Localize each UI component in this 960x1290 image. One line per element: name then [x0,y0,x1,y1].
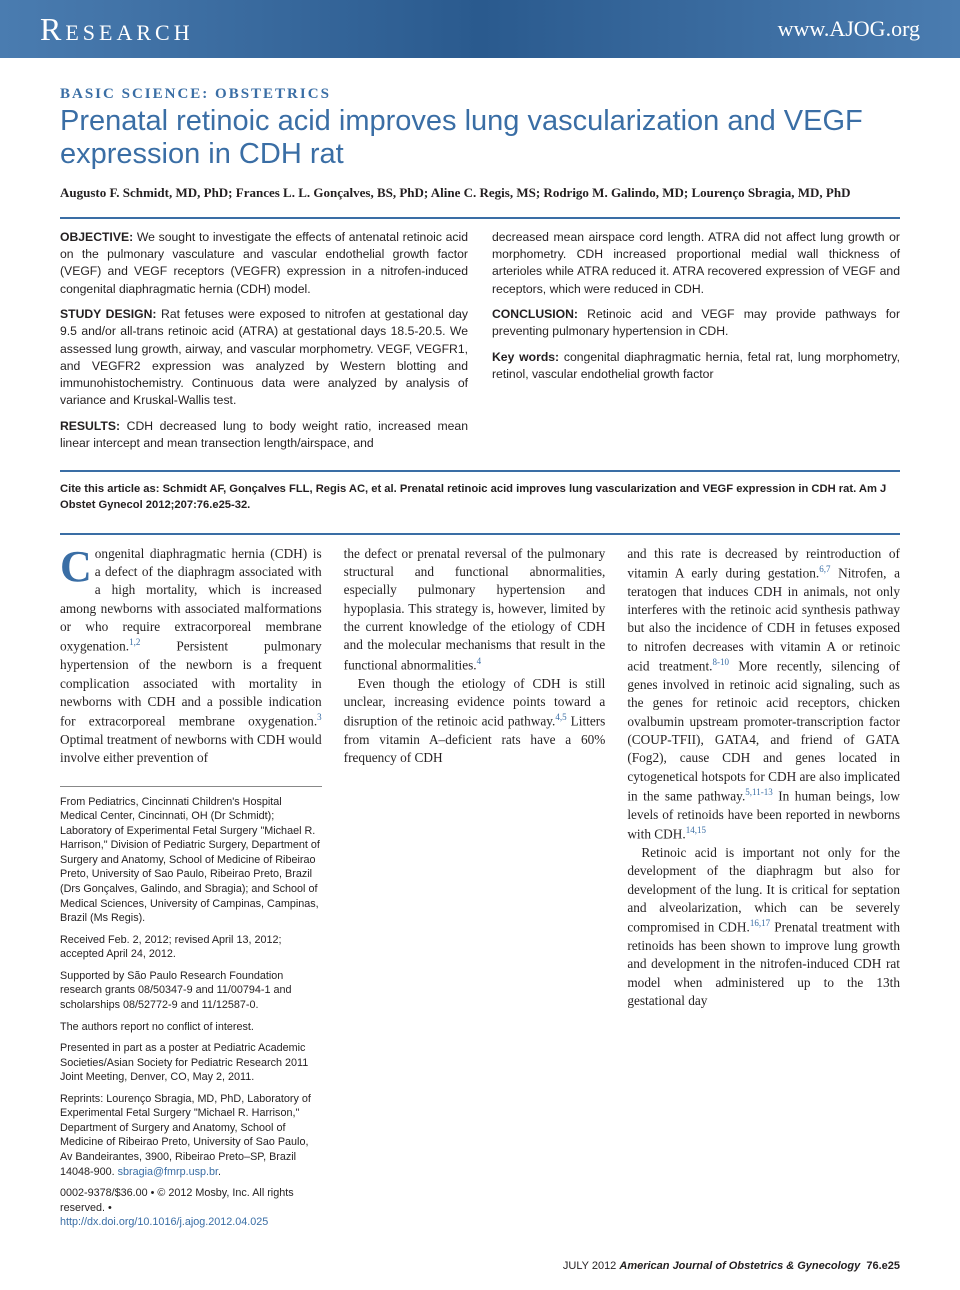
keywords-label: Key words: [492,350,559,364]
abstract-design: STUDY DESIGN: Rat fetuses were exposed t… [60,306,468,410]
body-col-1: Congenital diaphragmatic hernia (CDH) is… [60,545,322,768]
article-title: Prenatal retinoic acid improves lung vas… [60,105,900,172]
footer-journal: American Journal of Obstetrics & Gynecol… [619,1260,860,1272]
ref-5-11-13[interactable]: 5,11-13 [745,787,772,797]
dropcap: C [60,545,95,585]
body-col-1-wrapper: Congenital diaphragmatic hernia (CDH) is… [60,545,322,1237]
abstract-results-part2: decreased mean airspace cord length. ATR… [492,229,900,298]
affil-dates: Received Feb. 2, 2012; revised April 13,… [60,933,322,962]
ref-1-2[interactable]: 1,2 [129,637,140,647]
body-4c: More recently, silencing of genes involv… [627,659,900,804]
affil-copyright-text: 0002-9378/$36.00 • © 2012 Mosby, Inc. Al… [60,1187,294,1214]
citation: Cite this article as: Schmidt AF, Gonçal… [60,482,900,512]
footer: JULY 2012 American Journal of Obstetrics… [563,1260,900,1272]
abstract-col-left: OBJECTIVE: We sought to investigate the … [60,229,468,461]
body-col-2: the defect or prenatal reversal of the p… [344,545,606,1237]
footer-page: 76.e25 [866,1260,900,1272]
affil-doi[interactable]: http://dx.doi.org/10.1016/j.ajog.2012.04… [60,1216,268,1228]
affil-copyright: 0002-9378/$36.00 • © 2012 Mosby, Inc. Al… [60,1186,322,1230]
ref-4[interactable]: 4 [477,656,482,666]
rule-top [60,217,900,219]
affil-reprints: Reprints: Lourenço Sbragia, MD, PhD, Lab… [60,1092,322,1179]
header-url[interactable]: www.AJOG.org [778,16,920,42]
results-text: CDH decreased lung to body weight ratio,… [60,419,468,450]
body-left-pair: Congenital diaphragmatic hernia (CDH) is… [60,545,605,1237]
affiliations-box: From Pediatrics, Cincinnati Children's H… [60,786,322,1230]
authors: Augusto F. Schmidt, MD, PhD; Frances L. … [60,184,900,203]
body-columns: Congenital diaphragmatic hernia (CDH) is… [60,545,900,1237]
ref-14-15[interactable]: 14,15 [686,825,706,835]
design-label: STUDY DESIGN: [60,307,156,321]
rule-bottom [60,533,900,535]
body-col-3: and this rate is decreased by reintroduc… [627,545,900,1237]
abstract-objective: OBJECTIVE: We sought to investigate the … [60,229,468,298]
body-2a: the defect or prenatal reversal of the p… [344,546,606,672]
rule-mid [60,470,900,472]
body-para-2: the defect or prenatal reversal of the p… [344,545,606,675]
page: Research www.AJOG.org BASIC SCIENCE: OBS… [0,0,960,1290]
ref-6-7[interactable]: 6,7 [819,564,830,574]
body-para-4: and this rate is decreased by reintroduc… [627,545,900,844]
abstract-keywords: Key words: congenital diaphragmatic hern… [492,349,900,384]
body-para-5: Retinoic acid is important not only for … [627,844,900,1011]
ref-8-10[interactable]: 8-10 [712,657,729,667]
affil-funding: Supported by São Paulo Research Foundati… [60,969,322,1013]
body-para-1: Congenital diaphragmatic hernia (CDH) is… [60,545,322,768]
section-label: BASIC SCIENCE: OBSTETRICS [60,86,900,103]
objective-label: OBJECTIVE: [60,230,133,244]
abstract: OBJECTIVE: We sought to investigate the … [60,229,900,461]
results-label: RESULTS: [60,419,120,433]
body-1c: Optimal treatment of newborns with CDH w… [60,732,322,765]
ref-3[interactable]: 3 [317,712,322,722]
content: BASIC SCIENCE: OBSTETRICS Prenatal retin… [0,58,960,1257]
affil-coi: The authors report no conflict of intere… [60,1020,322,1035]
header-band: Research www.AJOG.org [0,0,960,58]
abstract-results-part1: RESULTS: CDH decreased lung to body weig… [60,418,468,453]
affil-presented: Presented in part as a poster at Pediatr… [60,1041,322,1085]
header-section: Research [40,11,194,48]
footer-date: JULY 2012 [563,1260,616,1272]
abstract-conclusion: CONCLUSION: Retinoic acid and VEGF may p… [492,306,900,341]
body-1a: ongenital diaphragmatic hernia (CDH) is … [60,546,322,654]
body-4b: Nitrofen, a teratogen that induces CDH i… [627,565,900,673]
ref-16-17[interactable]: 16,17 [750,918,770,928]
abstract-col-right: decreased mean airspace cord length. ATR… [492,229,900,461]
conclusion-label: CONCLUSION: [492,307,578,321]
ref-4-5[interactable]: 4,5 [555,712,566,722]
affil-email[interactable]: sbragia@fmrp.usp.br [118,1166,218,1178]
design-text: Rat fetuses were exposed to nitrofen at … [60,307,468,408]
body-para-3: Even though the etiology of CDH is still… [344,675,606,768]
affil-institutions: From Pediatrics, Cincinnati Children's H… [60,795,322,926]
